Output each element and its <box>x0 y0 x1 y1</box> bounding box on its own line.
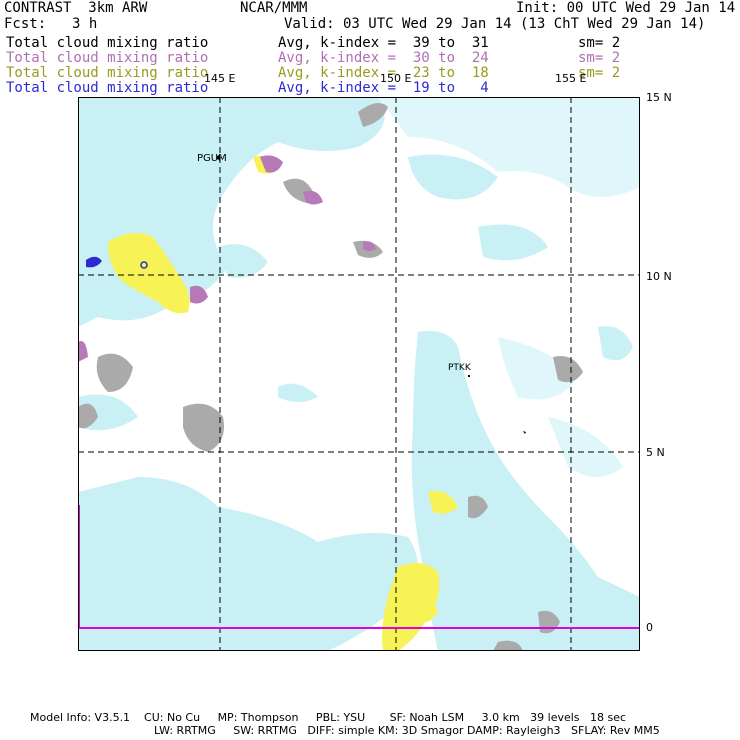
legend-field-4: Total cloud mixing ratio <box>6 80 209 96</box>
cloud-pale-cyan-layer <box>378 97 640 477</box>
init-time: Init: 00 UTC Wed 29 Jan 14 <box>516 0 736 16</box>
legend-range-4: Avg, k-index = 19 to 4 <box>278 80 489 96</box>
legend-field-1: Total cloud mixing ratio <box>6 35 209 51</box>
lat-label-0: 0 <box>646 621 653 634</box>
cloud-gray-layer <box>78 103 583 651</box>
valid-time: Valid: 03 UTC Wed 29 Jan 14 (13 ChT Wed … <box>284 16 706 32</box>
footer-model-info: Model Info: V3.5.1 CU: No Cu MP: Thompso… <box>30 711 627 724</box>
forecast-value: 3 h <box>72 16 98 32</box>
model-title: CONTRAST 3km ARW <box>4 0 148 16</box>
lon-label-155: 155 E <box>555 72 587 85</box>
grid-lines <box>78 97 640 651</box>
cloud-map: PGUM PTKK <box>78 97 640 651</box>
lat-label-15n: 15 N <box>646 91 672 104</box>
lon-label-145: 145 E <box>204 72 236 85</box>
org-label: NCAR/MMM <box>240 0 308 16</box>
cloud-blue-layer <box>86 256 148 269</box>
legend-range-3: Avg, k-index = 23 to 18 <box>278 65 489 81</box>
station-ptkk: PTKK <box>448 363 472 373</box>
lat-label-10n: 10 N <box>646 270 672 283</box>
map-frame <box>78 97 640 651</box>
forecast-label: Fcst: <box>4 16 47 32</box>
lon-label-150: 150 E <box>380 72 412 85</box>
legend-sm-3: sm= 2 <box>578 65 621 81</box>
station-pgum: PGUM <box>197 153 227 164</box>
footer-physics-info: LW: RRTMG SW: RRTMG DIFF: simple KM: 3D … <box>154 724 660 737</box>
legend-range-1: Avg, k-index = 39 to 31 <box>278 35 489 51</box>
legend-sm-1: sm= 2 <box>578 35 621 51</box>
lat-label-5n: 5 N <box>646 446 665 459</box>
cloud-purple-layer <box>78 155 376 362</box>
legend-range-2: Avg, k-index = 30 to 24 <box>278 50 489 66</box>
legend-sm-2: sm= 2 <box>578 50 621 66</box>
legend-field-2: Total cloud mixing ratio <box>6 50 209 66</box>
legend-field-3: Total cloud mixing ratio <box>6 65 209 81</box>
